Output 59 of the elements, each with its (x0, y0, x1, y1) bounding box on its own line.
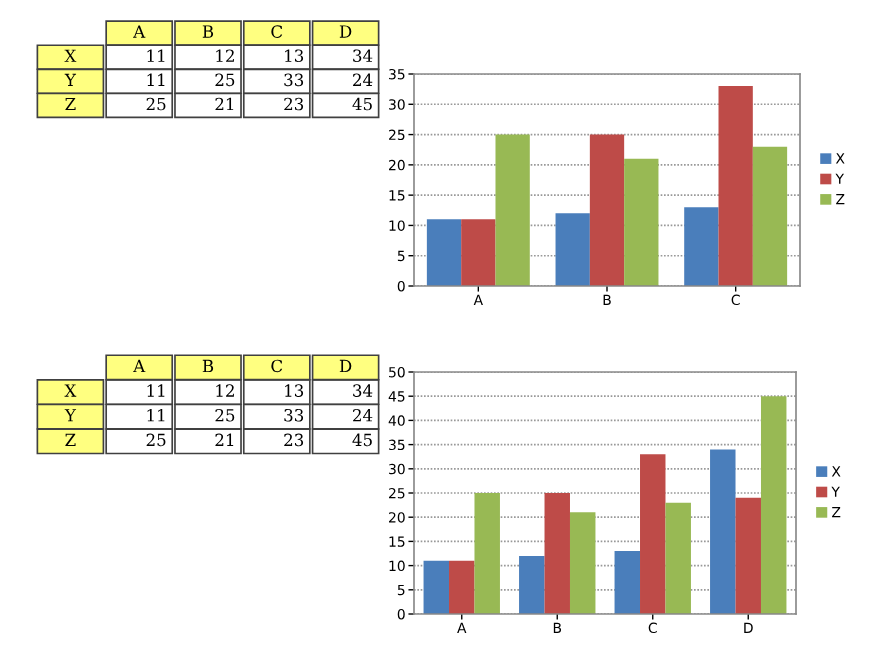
bar (640, 454, 666, 614)
text: X (64, 49, 77, 62)
text: B (202, 359, 214, 372)
text: C (271, 359, 283, 373)
bar (760, 396, 787, 614)
bar (614, 551, 641, 614)
text: B (202, 25, 214, 38)
text: 11 (147, 384, 165, 397)
text: 13 (285, 49, 304, 63)
text: 24 (353, 73, 373, 86)
bar (449, 560, 475, 614)
bar (461, 219, 496, 286)
text: 24 (353, 408, 373, 422)
text: 25 (146, 97, 166, 111)
text: 11 (147, 73, 165, 86)
text: 12 (216, 49, 234, 62)
bar (624, 158, 659, 286)
text: 45 (352, 433, 372, 447)
bar (752, 146, 788, 286)
text: X (64, 384, 77, 397)
text: 45 (352, 97, 372, 111)
text: Y (64, 73, 77, 86)
text: Z (65, 433, 76, 446)
text: D (339, 25, 352, 38)
text: Z (65, 97, 76, 111)
bar (519, 555, 545, 614)
bar (544, 493, 570, 614)
text: 25 (215, 408, 235, 422)
text: 11 (147, 408, 165, 422)
text: 33 (284, 73, 304, 87)
bar (474, 493, 500, 614)
text: 25 (215, 73, 235, 87)
text: 21 (215, 97, 234, 111)
bar (569, 512, 596, 614)
bar (684, 207, 719, 286)
text: Y (64, 409, 77, 422)
bar (718, 86, 753, 286)
text: A (133, 25, 146, 38)
text: D (339, 359, 352, 372)
text: C (271, 25, 283, 38)
text: 34 (353, 49, 373, 63)
bar (589, 134, 625, 286)
bar (423, 560, 450, 614)
bar (495, 134, 530, 286)
text: 13 (285, 384, 304, 397)
text: 23 (284, 97, 304, 111)
text: 33 (284, 408, 304, 422)
bar (426, 219, 462, 286)
text: 11 (147, 49, 165, 62)
text: A (133, 359, 146, 372)
text: 34 (353, 384, 373, 397)
text: 25 (146, 433, 166, 447)
bar (555, 213, 590, 286)
text: 12 (216, 384, 234, 397)
text: 23 (284, 433, 304, 447)
bar (735, 497, 761, 614)
bar (710, 449, 736, 614)
text: 21 (215, 433, 234, 446)
bar (665, 502, 691, 614)
